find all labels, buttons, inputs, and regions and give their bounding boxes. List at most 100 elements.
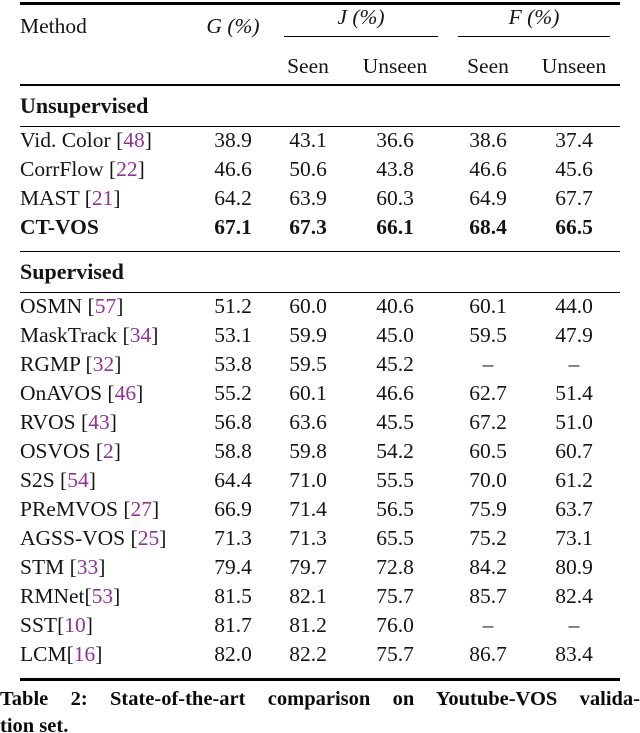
method-name: RMNet (20, 584, 85, 608)
cell-f-seen: 62.7 (469, 381, 507, 405)
citation-ref[interactable]: [2] (91, 439, 121, 463)
method-cell: OSMN [57] (20, 292, 192, 321)
citation-ref[interactable]: [54] (55, 468, 96, 492)
cell-j-unseen: 76.0 (376, 613, 414, 637)
cell-j-seen: 67.3 (289, 215, 327, 239)
method-name: CorrFlow (20, 157, 104, 181)
cell-j-unseen: 60.3 (376, 186, 414, 210)
cell-j-unseen: 66.1 (376, 215, 414, 239)
cell-g: 46.6 (214, 157, 252, 181)
citation-open-bracket: [ (103, 157, 117, 181)
cell-j-seen: 79.7 (289, 555, 327, 579)
section-gap (20, 242, 620, 251)
citation-ref[interactable]: [53] (85, 584, 121, 608)
cell-g: 38.9 (214, 128, 252, 153)
citation-number[interactable]: 33 (76, 555, 99, 579)
citation-open-bracket: [ (102, 381, 115, 405)
table-row: CorrFlow [22] 46.6 50.6 43.8 46.6 45.6 (20, 155, 620, 184)
table-row: OSMN [57] 51.2 60.0 40.6 60.1 44.0 (20, 292, 620, 321)
col-group-f-label: F (%) (508, 5, 560, 29)
table-bottom-rule (20, 678, 620, 681)
citation-number[interactable]: 25 (137, 526, 160, 550)
method-cell: RVOS [43] (20, 408, 192, 437)
cell-f-unseen: 44.0 (555, 294, 593, 319)
cell-g: 53.8 (214, 352, 252, 376)
table-row: PReMVOS [27] 66.9 71.4 56.5 75.9 63.7 (20, 495, 620, 524)
cell-j-unseen: 75.7 (376, 584, 414, 608)
citation-number[interactable]: 43 (88, 410, 110, 434)
citation-close-bracket: ] (116, 294, 124, 319)
j-group-rule: J (%) (284, 5, 438, 37)
method-name: OSVOS (20, 439, 91, 463)
citation-ref[interactable]: [10] (57, 613, 93, 637)
citation-ref[interactable]: [16] (67, 642, 103, 666)
col-group-f: F (%) (448, 5, 620, 49)
cell-g: 82.0 (214, 642, 252, 666)
cell-j-seen: 71.4 (289, 497, 327, 521)
citation-close-bracket: ] (114, 352, 122, 376)
citation-number[interactable]: 22 (116, 157, 138, 181)
citation-open-bracket: [ (66, 642, 74, 666)
citation-ref[interactable]: [21] (79, 186, 121, 210)
table-row: RGMP [32] 53.8 59.5 45.2 – – (20, 350, 620, 379)
citation-ref[interactable]: [22] (104, 157, 145, 181)
citation-ref[interactable]: [33] (64, 555, 106, 579)
cell-j-unseen: 45.5 (376, 410, 414, 434)
col-header-j-unseen: Unseen (362, 54, 428, 78)
cell-j-seen: 71.0 (289, 468, 327, 492)
citation-number[interactable]: 16 (73, 642, 96, 666)
citation-number[interactable]: 57 (94, 294, 117, 319)
citation-number[interactable]: 48 (123, 128, 145, 153)
method-name: MaskTrack (20, 323, 118, 347)
col-header-j-seen: Seen (287, 54, 329, 78)
citation-close-bracket: ] (109, 410, 117, 434)
citation-ref[interactable]: [25] (125, 526, 167, 550)
citation-ref[interactable]: [32] (80, 352, 122, 376)
section-header-row: Supervised (20, 250, 620, 293)
citation-ref[interactable]: [57] (82, 294, 124, 319)
citation-number[interactable]: 53 (91, 584, 114, 608)
citation-ref[interactable]: [43] (76, 410, 117, 434)
cell-g: 64.2 (214, 186, 252, 210)
table-row: CT-VOS 67.1 67.3 66.1 68.4 66.5 (20, 213, 620, 242)
cell-g: 51.2 (214, 294, 252, 319)
citation-number[interactable]: 21 (91, 186, 114, 210)
method-name: LCM (20, 642, 67, 666)
citation-ref[interactable]: [27] (118, 497, 159, 521)
cell-f-unseen: 67.7 (555, 186, 593, 210)
citation-number[interactable]: 10 (64, 613, 86, 637)
cell-f-seen: – (482, 613, 494, 637)
cell-f-seen: 46.6 (469, 157, 507, 181)
method-cell: Vid. Color [48] (20, 126, 192, 155)
cell-f-seen: 67.2 (469, 410, 507, 434)
cell-f-seen: – (482, 352, 494, 376)
cell-f-unseen: 37.4 (555, 128, 593, 153)
citation-number[interactable]: 34 (129, 323, 152, 347)
cell-j-unseen: 46.6 (376, 381, 414, 405)
method-name: RVOS (20, 410, 76, 434)
method-name: STM (20, 555, 65, 579)
cell-j-unseen: 45.0 (376, 323, 414, 347)
citation-ref[interactable]: [48] (111, 128, 152, 152)
section-gap (20, 669, 620, 678)
cell-j-seen: 60.0 (289, 294, 327, 319)
citation-number[interactable]: 46 (114, 381, 137, 405)
caption-line-1: Table 2: State-of-the-art comparison on … (0, 688, 640, 710)
citation-close-bracket: ] (136, 381, 144, 405)
cell-j-seen: 60.1 (289, 381, 327, 405)
table-row: LCM[16] 82.0 82.2 75.7 86.7 83.4 (20, 640, 620, 669)
col-header-f-unseen: Unseen (541, 54, 607, 78)
citation-number[interactable]: 32 (92, 352, 115, 376)
citation-number[interactable]: 54 (67, 468, 89, 492)
table-body: Unsupervised Vid. Color [48] 38.9 43.1 36.6… (20, 84, 620, 678)
table-row: SST[10] 81.7 81.2 76.0 – – (20, 611, 620, 640)
citation-number[interactable]: 27 (130, 497, 153, 521)
citation-ref[interactable]: [34] (117, 323, 159, 347)
table-row: Vid. Color [48] 38.9 43.1 36.6 38.6 37.4 (20, 126, 620, 155)
citation-close-bracket: ] (88, 468, 96, 492)
method-name: PReMVOS (20, 497, 118, 521)
citation-number[interactable]: 2 (103, 439, 114, 463)
citation-ref[interactable]: [46] (102, 381, 143, 405)
cell-f-seen: 75.2 (469, 526, 507, 550)
